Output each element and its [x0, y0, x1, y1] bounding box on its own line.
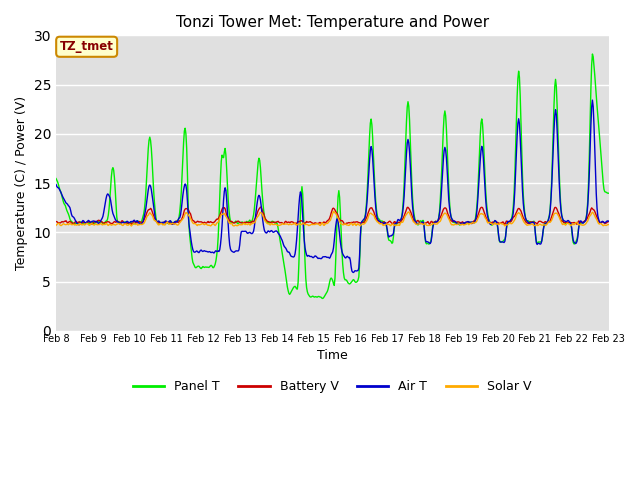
Air T — [400, 193, 408, 199]
Solar V — [119, 223, 127, 228]
Air T — [605, 218, 612, 224]
Text: TZ_tmet: TZ_tmet — [60, 40, 114, 53]
Line: Solar V: Solar V — [56, 211, 609, 226]
Air T — [417, 221, 424, 227]
Air T — [52, 181, 60, 187]
Battery V — [204, 218, 212, 224]
Battery V — [62, 218, 70, 224]
Panel T — [52, 176, 60, 181]
Panel T — [605, 191, 612, 196]
Panel T — [589, 51, 596, 57]
Battery V — [257, 204, 264, 210]
X-axis label: Time: Time — [317, 349, 348, 362]
Battery V — [175, 219, 183, 225]
Battery V — [52, 219, 60, 225]
Panel T — [119, 219, 127, 225]
Battery V — [119, 218, 127, 224]
Air T — [119, 219, 127, 225]
Battery V — [417, 221, 424, 227]
Solar V — [417, 220, 425, 226]
Solar V — [605, 222, 612, 228]
Y-axis label: Temperature (C) / Power (V): Temperature (C) / Power (V) — [15, 96, 28, 270]
Line: Battery V: Battery V — [56, 207, 609, 225]
Solar V — [401, 214, 409, 220]
Battery V — [501, 222, 509, 228]
Panel T — [319, 296, 326, 301]
Solar V — [62, 222, 70, 228]
Battery V — [605, 219, 612, 225]
Air T — [589, 97, 596, 103]
Line: Air T: Air T — [56, 100, 609, 273]
Air T — [62, 200, 70, 206]
Air T — [204, 249, 212, 255]
Solar V — [52, 222, 60, 228]
Solar V — [330, 208, 337, 214]
Panel T — [204, 264, 212, 270]
Solar V — [127, 223, 135, 229]
Legend: Panel T, Battery V, Air T, Solar V: Panel T, Battery V, Air T, Solar V — [128, 375, 537, 398]
Panel T — [62, 205, 70, 211]
Title: Tonzi Tower Met: Temperature and Power: Tonzi Tower Met: Temperature and Power — [176, 15, 489, 30]
Panel T — [400, 181, 408, 187]
Solar V — [205, 222, 213, 228]
Line: Panel T: Panel T — [56, 54, 609, 299]
Battery V — [400, 213, 408, 219]
Panel T — [417, 218, 424, 224]
Solar V — [176, 220, 184, 226]
Panel T — [175, 215, 183, 220]
Air T — [175, 216, 183, 221]
Air T — [349, 270, 357, 276]
